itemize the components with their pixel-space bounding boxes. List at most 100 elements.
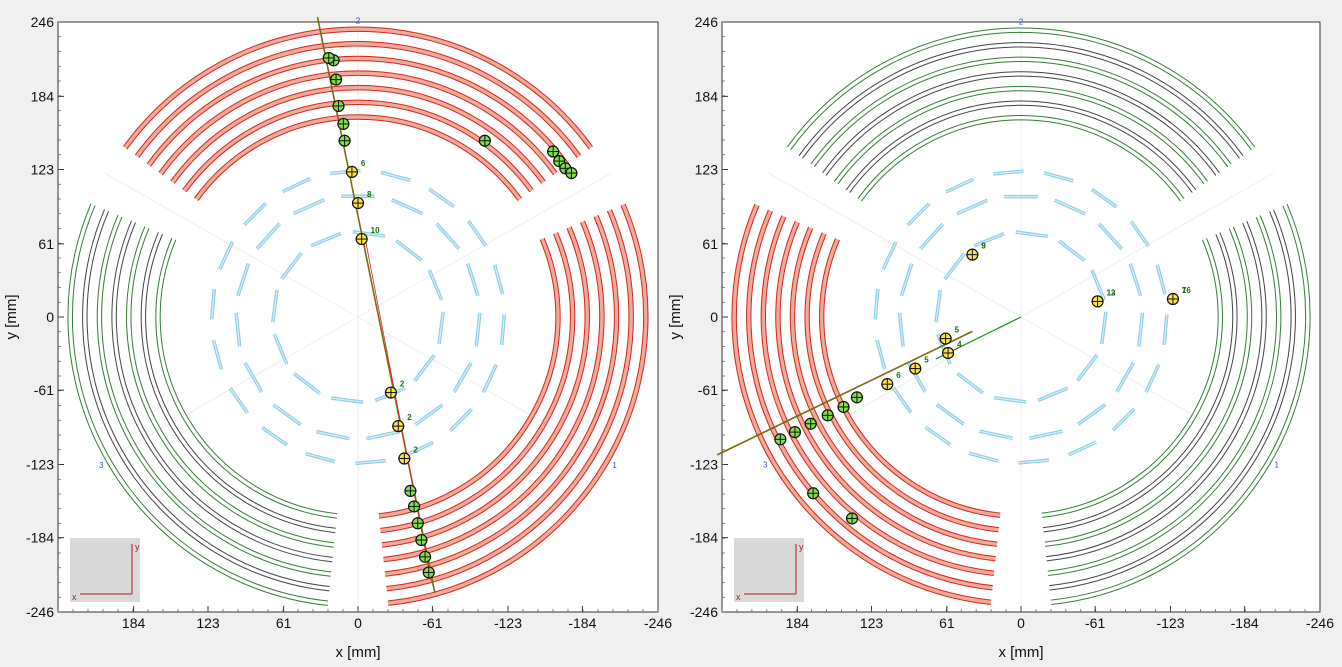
inset-x-label: x [72,592,77,602]
x-axis-label: x [mm] [999,644,1044,661]
detector-arc-hit [380,232,575,533]
inner-segment-core [1138,312,1144,347]
inner-segment-core [1054,199,1086,215]
sector-label: 1 [612,461,617,470]
inner-segment-core [273,333,288,365]
detector-arc-edge [794,228,998,543]
inner-segment-core [936,403,965,425]
detector-arc [1041,239,1219,514]
inner-segment-core [892,387,912,414]
detector-arc-edge [823,239,1001,514]
detector-arc-hit [386,209,634,591]
x-tick-label: 123 [196,615,220,631]
inner-segment-core [293,199,325,215]
detector-arc-edge [808,234,999,529]
x-tick-label: 184 [786,615,810,631]
detector-arc-edge [775,221,996,562]
hit-id-label: 6 [361,159,366,168]
detector-arc [1046,221,1267,562]
detector-arc-edge [134,41,582,156]
inner-segment-core [874,289,879,320]
hit-id-label: 5 [955,326,960,335]
hit-id-label: 7 [1182,286,1187,295]
inner-segment-core [1043,172,1074,182]
inner-segment-core [428,188,455,208]
detector-arc-edge [170,85,546,182]
inset-y-label: y [799,542,804,552]
y-tick-label: -61 [34,382,54,398]
detector-arc-edge [380,232,576,534]
inner-segment-core [924,426,951,446]
detector-arc-edge [150,60,566,167]
hit-id-label: 6 [896,371,901,380]
detector-arc-edge [122,26,594,147]
y-tick-label: -246 [26,604,54,620]
inner-segment-core [395,240,423,261]
inner-segment-core [212,339,222,370]
inner-segment-core [935,289,941,323]
detector-arc [140,232,336,534]
detector-arc-edge [387,205,645,602]
y-tick-label: 246 [31,14,55,30]
detector-arc [111,220,333,563]
detector-arc [833,85,1209,182]
inner-segment-core [435,223,460,250]
detector-arc-hit [387,203,648,606]
inset-x-label: x [736,592,741,602]
inner-segment-core [453,362,472,393]
inner-segment-core [330,397,364,403]
inner-segment-core [316,431,350,440]
detector-arc-edge [197,118,519,201]
inner-segment-core [428,269,443,301]
inner-segment-core [1116,362,1135,393]
inner-segment-core [1091,269,1105,301]
detector-arc [1049,209,1296,591]
y-tick-label: -184 [26,530,54,546]
detector-arc [1049,211,1292,587]
detector-arc [857,115,1185,199]
detector-arc-edge [731,203,991,605]
x-tick-label: 61 [939,615,955,631]
inner-segment-core [1098,223,1123,250]
inner-segment-core [944,252,966,280]
inner-segment-core [993,397,1027,403]
inner-segment-core [475,312,481,347]
detector-arc-hit [147,56,569,167]
inner-segment-core [1130,220,1150,247]
detector-arc-edge [789,226,997,547]
y-tick-label: -123 [26,457,54,473]
inner-segment-core [1068,441,1097,456]
detector-arc-edge [380,233,571,529]
y-tick-label: 61 [38,236,54,252]
x-tick-label: -184 [568,615,596,631]
detector-arc-hit [383,220,604,562]
hit-id-label: 8 [367,190,372,199]
detector-arc-edge [386,209,634,592]
detector-arc-edge [385,214,620,577]
detector-arc [159,239,338,515]
sector-label: 3 [99,461,104,470]
y-tick-label: 123 [695,162,719,178]
x-tick-label: 0 [354,615,362,631]
inner-segment-core [968,452,999,462]
detector-arc [825,75,1217,176]
detector-arc [1051,203,1311,605]
detector-arc [849,104,1193,193]
detector-arc-edge [750,211,993,587]
x-tick-label: -61 [422,615,442,631]
detector-arc-hit [732,204,992,605]
y-tick-label: 0 [710,309,718,325]
inner-segment-core [993,170,1024,175]
sector-label: 2 [356,17,361,26]
x-tick-label: -61 [1085,615,1105,631]
inner-segment-core [219,241,234,270]
inner-segment-core [973,233,1005,247]
inner-segment-core [1077,403,1106,425]
inner-segment-core [211,289,215,320]
hit-id-label: 13 [1107,288,1116,297]
detector-arc [813,61,1229,168]
detector-arc-edge [383,220,605,563]
inner-segment-core [272,404,302,426]
inner-segment-core [1129,263,1142,297]
